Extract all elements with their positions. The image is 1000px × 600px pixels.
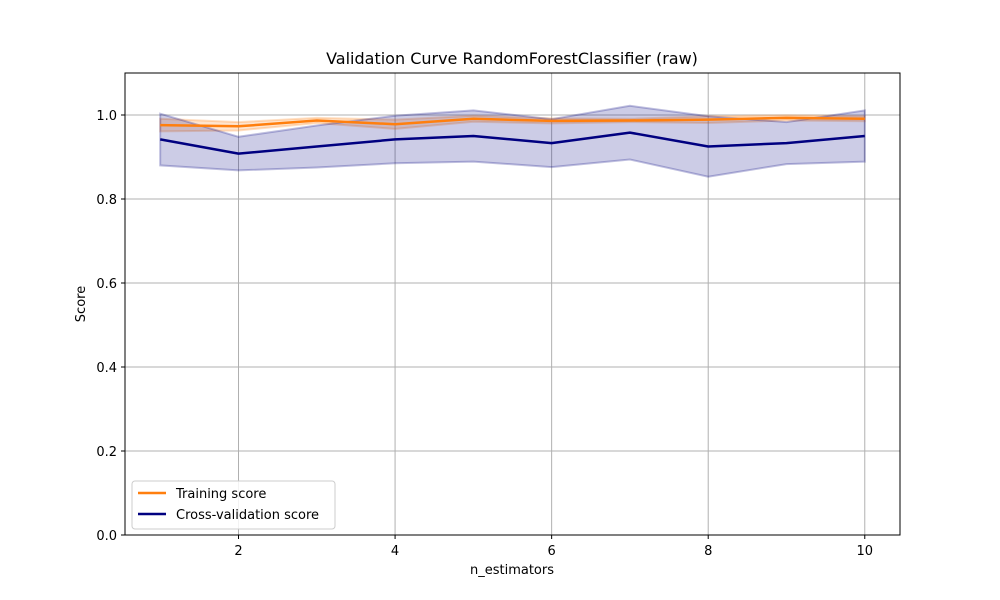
x-axis-label: n_estimators <box>470 563 554 578</box>
legend-label: Training score <box>175 487 266 502</box>
legend: Training score Cross-validation score <box>131 480 336 530</box>
y-tick-label: 0.8 <box>96 193 117 208</box>
cross-validation-score-line <box>159 131 865 155</box>
grid <box>125 73 900 536</box>
y-tick-label: 0.6 <box>96 277 117 292</box>
y-tick-label: 0.4 <box>96 361 117 376</box>
y-axis-label: Score <box>74 286 89 322</box>
plot-frame <box>124 72 901 536</box>
axis-ticks: 2 4 6 8 10 0.0 0.2 0.4 0.6 0.8 1.0 <box>96 109 873 559</box>
y-tick-label: 1.0 <box>96 109 117 124</box>
legend-label: Cross-validation score <box>176 508 319 523</box>
x-tick-label: 6 <box>548 544 556 559</box>
y-tick-label: 0.2 <box>96 445 117 460</box>
legend-box <box>131 480 336 530</box>
x-tick-label: 2 <box>234 544 242 559</box>
x-tick-label: 8 <box>704 544 712 559</box>
x-tick-label: 10 <box>856 544 873 559</box>
cross-validation-score-band <box>159 104 866 178</box>
series-lines <box>159 116 865 155</box>
training-score-line <box>160 116 865 128</box>
x-tick-label: 4 <box>391 544 399 559</box>
y-tick-label: 0.0 <box>96 529 117 544</box>
chart-title: Validation Curve RandomForestClassifier … <box>326 49 698 68</box>
